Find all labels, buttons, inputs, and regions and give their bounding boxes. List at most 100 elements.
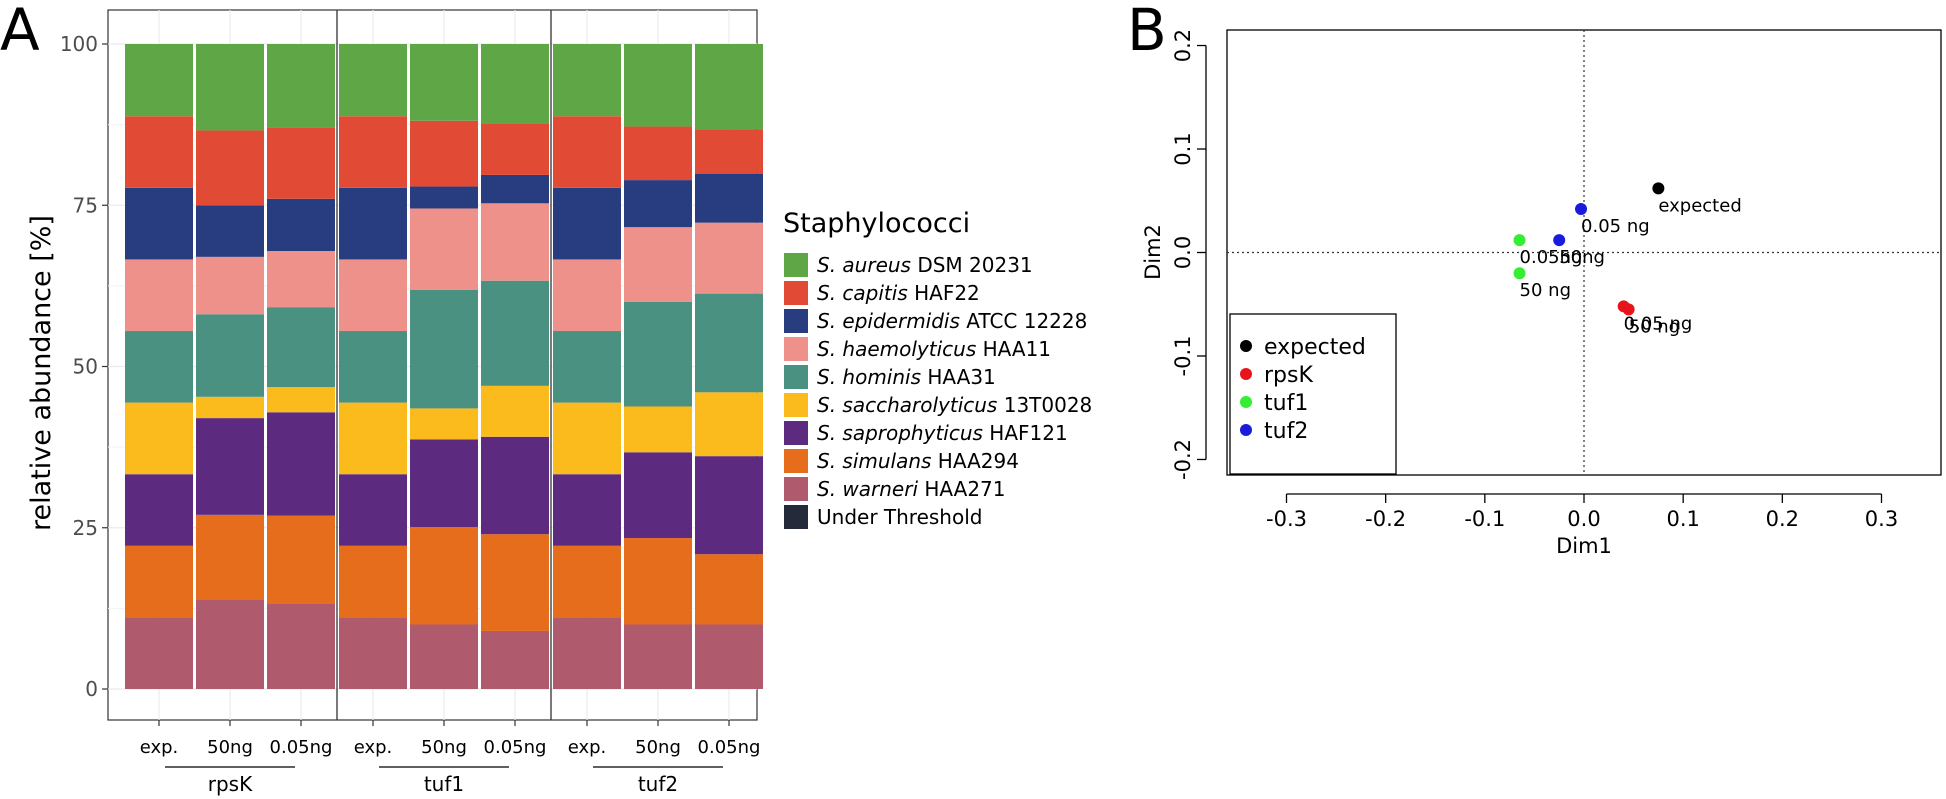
legend-marker — [1240, 368, 1252, 380]
bar-segment — [196, 314, 264, 397]
bar-segment — [267, 307, 335, 388]
bar-segment — [267, 515, 335, 604]
x-tick-label: -0.3 — [1266, 507, 1307, 531]
panel-a-label: A — [0, 0, 40, 64]
bar-segment — [125, 187, 193, 260]
legend-entry-label: S. epidermidis ATCC 12228 — [817, 309, 1087, 333]
x-tick-label: 0.1 — [1666, 507, 1699, 531]
legend-box — [1229, 313, 1397, 475]
legend-swatch — [784, 477, 808, 501]
y-tick-label: 0.0 — [1171, 236, 1195, 269]
x-tick-label: exp. — [354, 737, 393, 758]
legend-marker — [1240, 424, 1252, 436]
bar-segment — [695, 456, 763, 555]
bar-segment — [410, 408, 478, 440]
x-tick-label: 0.05ng — [270, 737, 333, 758]
scatter-point — [1575, 203, 1588, 216]
bar-segment — [196, 514, 264, 600]
y-tick-label: -0.2 — [1171, 439, 1195, 480]
panel-b-reference-lines — [1227, 30, 1941, 475]
point-label: 50ng — [1559, 247, 1605, 268]
point-label: 0.05 ng — [1624, 313, 1693, 334]
bar-segment — [695, 624, 763, 689]
bar-segment — [339, 402, 407, 475]
legend-title: Staphylococci — [783, 208, 970, 239]
bar-segment — [267, 198, 335, 252]
bar-segment — [125, 116, 193, 188]
legend-swatch — [784, 393, 808, 417]
bar-segment — [339, 545, 407, 618]
x-tick-label: 0.05ng — [698, 737, 761, 758]
bar-segment — [695, 293, 763, 393]
legend-marker — [1240, 396, 1252, 408]
panel-a-y-axis: 0 25 50 75 100 — [60, 32, 108, 701]
y-tick-label: 25 — [73, 516, 98, 540]
bar-segment — [624, 227, 692, 302]
point-label: 0.05 ng — [1581, 216, 1650, 237]
panel-b-x-axis-label: Dim1 — [1556, 534, 1612, 558]
x-tick-label: 0.05ng — [484, 737, 547, 758]
bar-segment — [267, 412, 335, 516]
bar-segment — [481, 385, 549, 437]
bar-segment — [553, 44, 621, 117]
x-tick-label: 0.2 — [1766, 507, 1799, 531]
bar-segment — [624, 180, 692, 228]
bar-segment — [624, 44, 692, 127]
point-label: expected — [1658, 195, 1741, 216]
bar-segment — [196, 130, 264, 206]
legend-swatch — [784, 337, 808, 361]
bar-segment — [553, 331, 621, 403]
panel-b-y-axis-label: Dim2 — [1141, 224, 1165, 280]
bar-segment — [624, 452, 692, 539]
scatter-point — [1513, 234, 1526, 247]
bar-segment — [125, 331, 193, 403]
legend-swatch — [784, 309, 808, 333]
bar-segment — [125, 617, 193, 689]
y-tick-label: 0.2 — [1171, 29, 1195, 62]
bar-segment — [125, 402, 193, 475]
bar-segment — [196, 396, 264, 419]
legend-swatch — [784, 505, 808, 529]
bar-segment — [196, 256, 264, 315]
bar-segment — [553, 545, 621, 618]
bar-segment — [481, 203, 549, 281]
legend-marker — [1240, 340, 1252, 352]
bar-segment — [267, 603, 335, 689]
x-tick-label: -0.2 — [1365, 507, 1406, 531]
bar-segment — [553, 259, 621, 332]
legend-entry-label: S. haemolyticus HAA11 — [817, 337, 1051, 361]
bar-segment — [481, 44, 549, 124]
x-tick-label: 0.0 — [1567, 507, 1600, 531]
legend-swatch — [784, 421, 808, 445]
legend-swatch — [784, 253, 808, 277]
scatter-point — [1622, 303, 1635, 316]
bar-segment — [410, 208, 478, 290]
legend-swatch — [784, 365, 808, 389]
bar-segment — [339, 116, 407, 188]
legend-swatch — [784, 281, 808, 305]
bar-segment — [624, 406, 692, 453]
bar-segment — [410, 527, 478, 625]
y-tick-label: 100 — [60, 32, 98, 56]
y-tick-label: 0 — [85, 677, 98, 701]
legend-entry-label: S. aureus DSM 20231 — [817, 253, 1033, 277]
x-tick-label: -0.1 — [1464, 507, 1505, 531]
legend-entry-label: Under Threshold — [817, 505, 982, 529]
x-tick-label: exp. — [140, 737, 179, 758]
bar-segment — [410, 44, 478, 121]
bar-segment — [196, 418, 264, 515]
bar-segment — [695, 222, 763, 294]
panel-b-legend: expected rpsK tuf1 tuf2 — [1229, 313, 1397, 475]
legend-entry-label: S. warneri HAA271 — [817, 477, 1006, 501]
bar-segment — [410, 120, 478, 187]
y-tick-label: 0.1 — [1171, 132, 1195, 165]
group-label: rpsK — [208, 772, 253, 796]
bar-segment — [196, 205, 264, 257]
bar-segment — [624, 624, 692, 689]
panel-a-bars — [125, 44, 763, 689]
bar-segment — [695, 173, 763, 223]
bar-segment — [410, 439, 478, 528]
bar-segment — [196, 599, 264, 689]
point-label: 0.05ng — [1520, 247, 1583, 268]
bar-segment — [481, 123, 549, 175]
